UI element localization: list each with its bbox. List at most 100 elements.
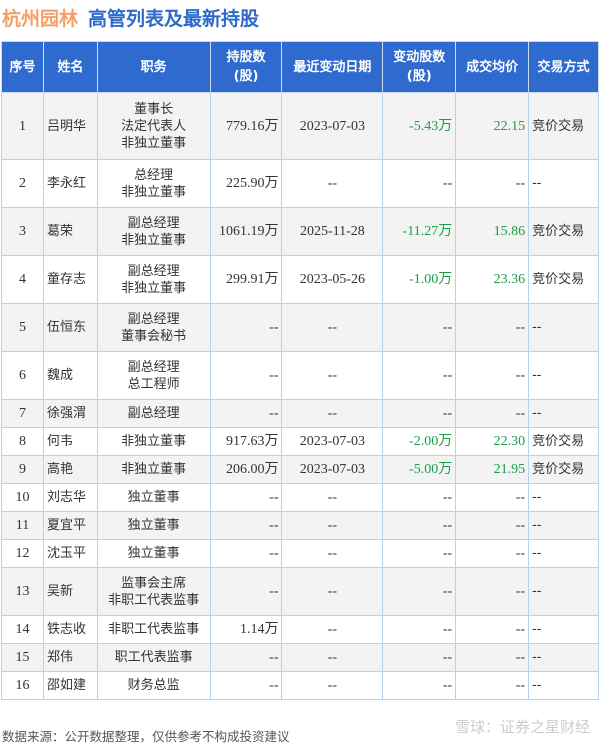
date-cell: 2023-05-26 xyxy=(281,255,384,304)
role-line: 非独立董事 xyxy=(121,280,187,296)
name-cell: 魏成 xyxy=(42,351,98,400)
role-line: 非职工代表监事 xyxy=(108,622,200,637)
shares-cell: -- xyxy=(209,511,283,540)
date-cell: -- xyxy=(281,483,384,512)
change-cell: -- xyxy=(382,567,457,616)
column-header: 姓名 xyxy=(42,41,98,93)
method-cell: -- xyxy=(528,483,599,512)
row-number: 8 xyxy=(1,427,44,456)
method-cell: 竞价交易 xyxy=(528,455,599,484)
method-cell: -- xyxy=(528,511,599,540)
role-cell: 非独立董事 xyxy=(96,427,211,456)
role-cell: 财务总监 xyxy=(96,671,211,700)
role-line: 职工代表监事 xyxy=(114,650,193,665)
row-number: 12 xyxy=(1,539,44,568)
row-number: 3 xyxy=(1,207,44,256)
row-number: 9 xyxy=(1,455,44,484)
price-cell: -- xyxy=(455,483,530,512)
watermark: 雪球：证券之星财经 xyxy=(454,718,590,736)
change-cell: -- xyxy=(382,643,457,672)
method-cell: 竞价交易 xyxy=(528,207,599,256)
table-row: 13 吴新 监事会主席 非职工代表监事 -- -- -- -- -- xyxy=(1,567,599,616)
date-cell: 2023-07-03 xyxy=(281,92,384,160)
method-cell: -- xyxy=(528,399,599,428)
date-cell: -- xyxy=(281,511,384,540)
change-cell: -- xyxy=(382,615,457,644)
shares-cell: -- xyxy=(209,303,283,352)
date-cell: 2023-07-03 xyxy=(281,455,384,484)
shares-cell: -- xyxy=(209,671,283,700)
role-cell: 副总经理 xyxy=(96,399,211,428)
company-name: 杭州园林 xyxy=(2,8,79,30)
role-cell: 职工代表监事 xyxy=(96,643,211,672)
date-cell: 2025-11-28 xyxy=(281,207,384,256)
row-number: 1 xyxy=(1,92,44,160)
date-cell: -- xyxy=(281,615,384,644)
data-source-footer: 数据来源：公开数据整理，仅供参考不构成投资建议 xyxy=(2,729,290,744)
method-cell: -- xyxy=(528,615,599,644)
role-cell: 非职工代表监事 xyxy=(96,615,211,644)
name-cell: 童存志 xyxy=(42,255,98,304)
table-row: 1 吕明华 董事长 法定代表人 非独立董事 779.16万 2023-07-03 -5.43万… xyxy=(1,92,599,160)
price-cell: 23.36 xyxy=(455,255,530,304)
shares-cell: -- xyxy=(209,539,283,568)
table-row: 8 何韦 非独立董事 917.63万 2023-07-03 -2.00万 22.30 竞价交易 xyxy=(1,427,599,456)
column-header: 变动股数 (股) xyxy=(382,41,457,93)
table-row: 16 邵如建 财务总监 -- -- -- -- -- xyxy=(1,671,599,700)
name-cell: 徐强渭 xyxy=(42,399,98,428)
role-line: 监事会主席 xyxy=(121,575,187,591)
role-line: 非独立董事 xyxy=(121,184,187,200)
table-row: 10 刘志华 独立董事 -- -- -- -- -- xyxy=(1,483,599,512)
role-cell: 独立董事 xyxy=(96,539,211,568)
date-cell: -- xyxy=(281,303,384,352)
method-cell: 竞价交易 xyxy=(528,255,599,304)
role-cell: 独立董事 xyxy=(96,483,211,512)
change-cell: -2.00万 xyxy=(382,427,457,456)
table-row: 15 郑伟 职工代表监事 -- -- -- -- -- xyxy=(1,643,599,672)
shares-cell: 299.91万 xyxy=(209,255,283,304)
table-row: 6 魏成 副总经理 总工程师 -- -- -- -- -- xyxy=(1,351,599,400)
name-cell: 李永红 xyxy=(42,159,98,208)
role-line: 副总经理 xyxy=(127,263,180,279)
table-row: 2 李永红 总经理 非独立董事 225.90万 -- -- -- -- xyxy=(1,159,599,208)
name-cell: 铁志收 xyxy=(42,615,98,644)
shares-cell: -- xyxy=(209,483,283,512)
column-header: 交易方式 xyxy=(528,41,599,93)
row-number: 16 xyxy=(1,671,44,700)
method-cell: -- xyxy=(528,351,599,400)
name-cell: 夏宜平 xyxy=(42,511,98,540)
date-cell: -- xyxy=(281,643,384,672)
name-cell: 郑伟 xyxy=(42,643,98,672)
price-cell: 21.95 xyxy=(455,455,530,484)
method-cell: -- xyxy=(528,671,599,700)
role-cell: 副总经理 董事会秘书 xyxy=(96,303,211,352)
method-cell: 竞价交易 xyxy=(528,427,599,456)
shares-cell: 206.00万 xyxy=(209,455,283,484)
role-line: 总工程师 xyxy=(127,376,180,392)
row-number: 6 xyxy=(1,351,44,400)
method-cell: 竞价交易 xyxy=(528,92,599,160)
date-cell: -- xyxy=(281,567,384,616)
role-line: 非独立董事 xyxy=(121,135,187,151)
method-cell: -- xyxy=(528,643,599,672)
change-cell: -- xyxy=(382,351,457,400)
role-line: 董事长 xyxy=(134,101,174,117)
change-cell: -- xyxy=(382,671,457,700)
shares-cell: 1.14万 xyxy=(209,615,283,644)
role-cell: 监事会主席 非职工代表监事 xyxy=(96,567,211,616)
change-cell: -- xyxy=(382,159,457,208)
role-cell: 副总经理 非独立董事 xyxy=(96,255,211,304)
column-header: 最近变动日期 xyxy=(281,41,384,93)
name-cell: 高艳 xyxy=(42,455,98,484)
price-cell: -- xyxy=(455,539,530,568)
role-line: 法定代表人 xyxy=(121,118,187,134)
table-row: 7 徐强渭 副总经理 -- -- -- -- -- xyxy=(1,399,599,428)
role-cell: 董事长 法定代表人 非独立董事 xyxy=(96,92,211,160)
change-cell: -- xyxy=(382,511,457,540)
method-cell: -- xyxy=(528,567,599,616)
role-cell: 总经理 非独立董事 xyxy=(96,159,211,208)
price-cell: -- xyxy=(455,511,530,540)
price-cell: -- xyxy=(455,643,530,672)
table-row: 12 沈玉平 独立董事 -- -- -- -- -- xyxy=(1,539,599,568)
date-cell: -- xyxy=(281,539,384,568)
